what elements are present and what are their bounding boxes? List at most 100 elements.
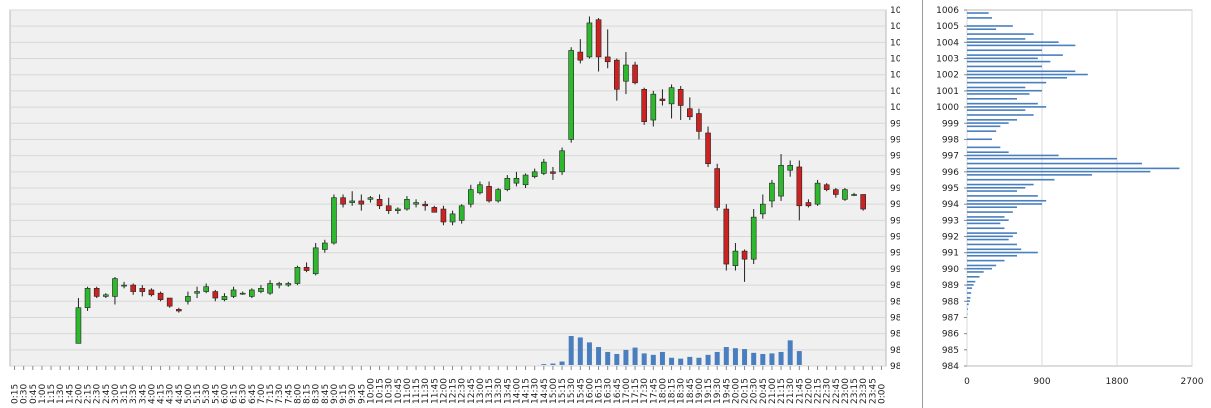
candle: [139, 285, 146, 297]
x-tick-label: 11:30: [421, 378, 431, 404]
profile-bar: [967, 102, 1038, 105]
candle: [130, 283, 136, 295]
candle: [604, 29, 611, 69]
volume-bar: [760, 353, 766, 365]
profile-bar: [967, 238, 1009, 241]
x-tick-label: 20:15: [741, 378, 751, 404]
candle: [513, 171, 520, 187]
profile-y-tick-label: 997: [942, 152, 959, 162]
candle-body: [650, 93, 657, 121]
volume-bar: [796, 351, 802, 365]
candle: [185, 291, 191, 305]
profile-bar: [967, 206, 1017, 209]
candle: [93, 286, 100, 299]
profile-bar: [967, 98, 1017, 100]
candle-body: [176, 309, 182, 312]
y-tick-label: 998: [890, 135, 900, 145]
profile-bar: [967, 248, 1022, 251]
candle-body: [349, 200, 355, 203]
candle-body: [431, 207, 438, 213]
profile-bar: [967, 219, 1009, 221]
candle-body: [239, 292, 246, 295]
volume-bar: [659, 351, 665, 365]
candle-body: [139, 288, 146, 292]
x-tick-label: 13:00: [476, 378, 486, 404]
profile-bar: [967, 264, 997, 267]
candle: [103, 293, 109, 299]
candle: [239, 291, 246, 295]
profile-bar: [967, 25, 1013, 27]
candle-body: [112, 278, 118, 297]
y-tick-label: 996: [890, 168, 900, 178]
profile-bar: [967, 86, 1026, 89]
profile-bar: [967, 54, 1063, 56]
profile-bar: [967, 57, 1038, 60]
candle-body: [586, 22, 593, 58]
candle: [312, 243, 319, 276]
profile-bar: [967, 114, 1034, 116]
candle-body: [559, 150, 565, 173]
candle: [796, 160, 803, 221]
volume-bar: [632, 347, 638, 365]
x-tick-label: 22:00: [804, 378, 814, 404]
candle: [486, 181, 492, 203]
x-tick-label: 22:30: [823, 378, 833, 404]
volume-bar: [723, 347, 729, 365]
candle: [221, 293, 228, 302]
profile-bar: [967, 154, 1059, 157]
candle: [285, 281, 292, 287]
x-tick-label: 13:30: [494, 378, 504, 404]
candle-body: [376, 199, 383, 207]
profile-x-tick-label: 0: [964, 377, 970, 387]
x-tick-label: 8:15: [303, 384, 313, 404]
candle-body: [714, 168, 720, 208]
candle-body: [422, 203, 428, 207]
candle-body: [732, 250, 739, 266]
x-tick-label: 2:00: [74, 384, 84, 404]
x-tick-label: 5:45: [211, 384, 221, 404]
candle: [121, 281, 127, 289]
candle: [294, 265, 301, 286]
candle: [595, 18, 602, 72]
volume-bar: [696, 357, 702, 365]
candle: [495, 188, 501, 203]
candle-body: [440, 208, 447, 223]
candle: [422, 200, 428, 211]
x-tick-label: 4:30: [166, 384, 176, 404]
profile-bar: [967, 287, 972, 289]
profile-bar: [967, 271, 984, 273]
candle: [851, 192, 857, 197]
profile-bar: [967, 49, 1042, 52]
candle: [659, 89, 666, 106]
profile-bar: [967, 146, 1001, 149]
candle: [340, 194, 346, 208]
volume-bar: [678, 358, 684, 365]
x-tick-label: 21:45: [795, 378, 805, 404]
candle: [468, 184, 474, 208]
candle: [75, 298, 82, 344]
profile-bar: [967, 187, 1026, 189]
x-tick-label: 16:00: [585, 378, 595, 404]
profile-bar: [967, 17, 992, 19]
candle: [258, 285, 264, 294]
candle: [705, 126, 711, 167]
candle-body: [230, 289, 237, 297]
profile-bar: [967, 178, 1055, 181]
candle-body: [285, 283, 292, 286]
candle: [376, 194, 383, 210]
candle: [668, 84, 675, 119]
x-tick-label: 3:45: [138, 384, 148, 404]
y-tick-label: 1001: [890, 87, 900, 97]
profile-bar: [967, 170, 1151, 173]
candle-body: [413, 202, 419, 205]
candle: [586, 16, 593, 59]
profile-bar: [967, 122, 1009, 124]
candle: [577, 39, 584, 64]
profile-x-tick-label: 900: [1033, 377, 1050, 387]
profile-bar: [967, 259, 1005, 262]
x-tick-label: 12:00: [439, 378, 449, 404]
x-tick-label: 7:15: [266, 384, 276, 404]
profile-y-tick-label: 984: [942, 362, 959, 372]
candle: [413, 199, 419, 208]
